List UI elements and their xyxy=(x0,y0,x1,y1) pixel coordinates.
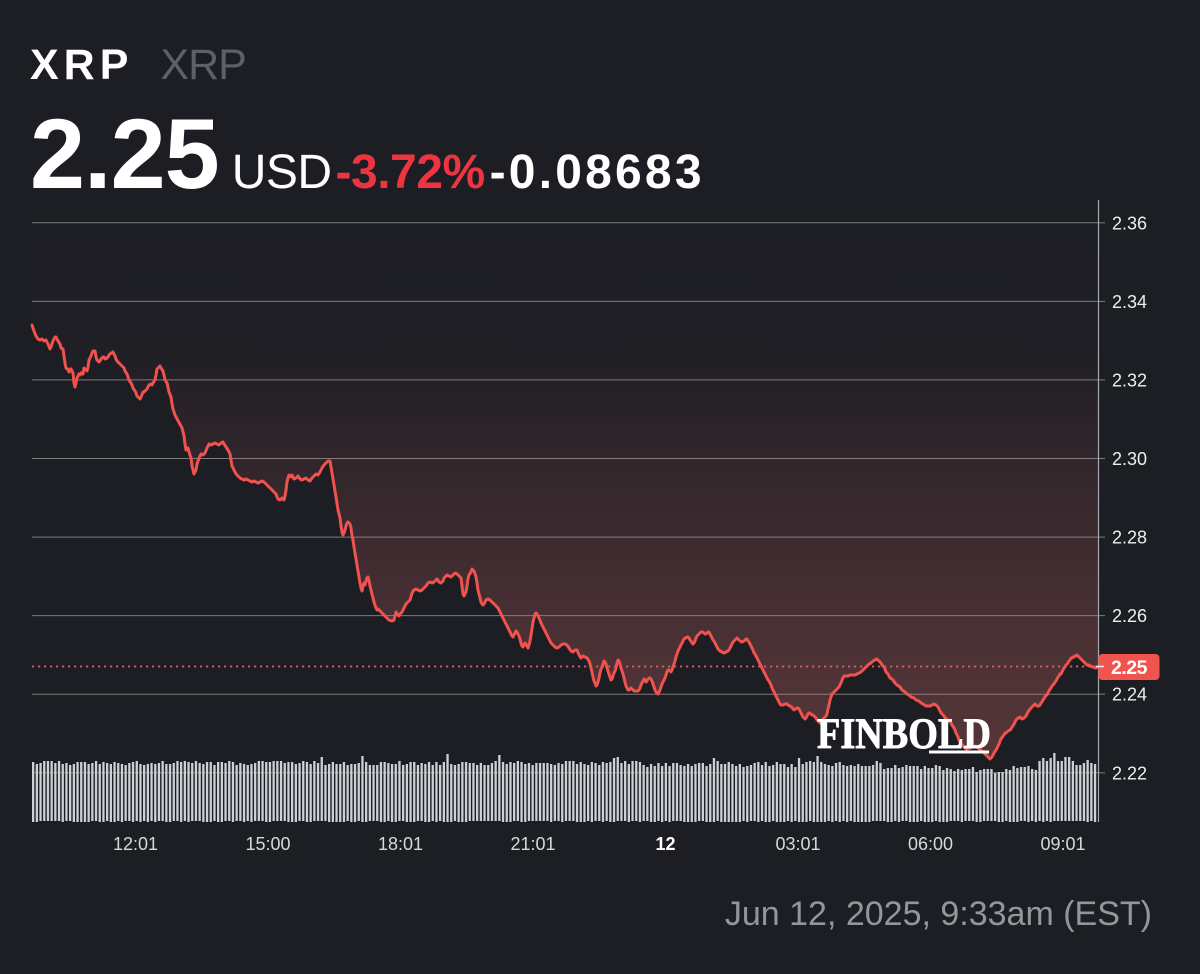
svg-text:15:00: 15:00 xyxy=(245,834,290,854)
svg-text:06:00: 06:00 xyxy=(908,834,953,854)
svg-text:2.32: 2.32 xyxy=(1112,370,1147,390)
svg-text:21:01: 21:01 xyxy=(510,834,555,854)
svg-text:FINBOLD: FINBOLD xyxy=(817,711,991,758)
svg-text:2.36: 2.36 xyxy=(1112,213,1147,233)
svg-text:2.25: 2.25 xyxy=(1111,657,1148,679)
svg-text:09:01: 09:01 xyxy=(1040,834,1085,854)
svg-text:2.34: 2.34 xyxy=(1112,292,1147,312)
svg-text:2.28: 2.28 xyxy=(1112,528,1147,548)
svg-text:2.26: 2.26 xyxy=(1112,606,1147,626)
svg-text:2.30: 2.30 xyxy=(1112,449,1147,469)
svg-text:12: 12 xyxy=(655,834,675,854)
svg-text:03:01: 03:01 xyxy=(775,834,820,854)
svg-text:18:01: 18:01 xyxy=(378,834,423,854)
svg-text:2.24: 2.24 xyxy=(1112,685,1147,705)
svg-text:12:01: 12:01 xyxy=(113,834,158,854)
svg-text:2.22: 2.22 xyxy=(1112,763,1147,783)
